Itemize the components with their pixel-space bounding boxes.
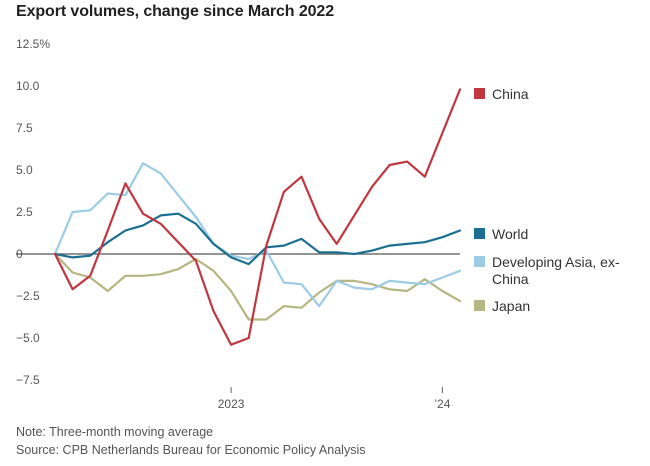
chart-source: Source: CPB Netherlands Bureau for Econo… <box>16 443 366 457</box>
y-tick-label: 12.5% <box>16 37 50 51</box>
legend-label: World <box>492 226 528 242</box>
legend-label: Japan <box>492 298 530 314</box>
legend-label: Developing Asia, ex-China <box>492 254 620 287</box>
y-tick-label: 7.5 <box>16 121 33 135</box>
legend-swatch <box>474 300 485 311</box>
y-tick-label: 2.5 <box>16 205 33 219</box>
line-chart: 12.5%10.07.55.02.50−2.5−5.0−7.52023’24Ch… <box>16 37 620 411</box>
legend-swatch <box>474 256 485 267</box>
legend-swatch <box>474 228 485 239</box>
y-tick-label: 10.0 <box>16 79 40 93</box>
y-tick-label: 5.0 <box>16 163 33 177</box>
legend-swatch <box>474 88 485 99</box>
legend-label: China <box>492 86 529 102</box>
series-line-world <box>53 212 462 266</box>
series-line-japan <box>53 252 462 321</box>
x-tick-label: ’24 <box>434 397 450 411</box>
series-line-china <box>53 88 462 346</box>
y-tick-label: −2.5 <box>16 289 40 303</box>
y-tick-label: −7.5 <box>16 373 40 387</box>
y-tick-label: −5.0 <box>16 331 40 345</box>
chart-title: Export volumes, change since March 2022 <box>16 3 335 20</box>
x-tick-label: 2023 <box>218 397 245 411</box>
chart-note: Note: Three-month moving average <box>16 425 214 439</box>
